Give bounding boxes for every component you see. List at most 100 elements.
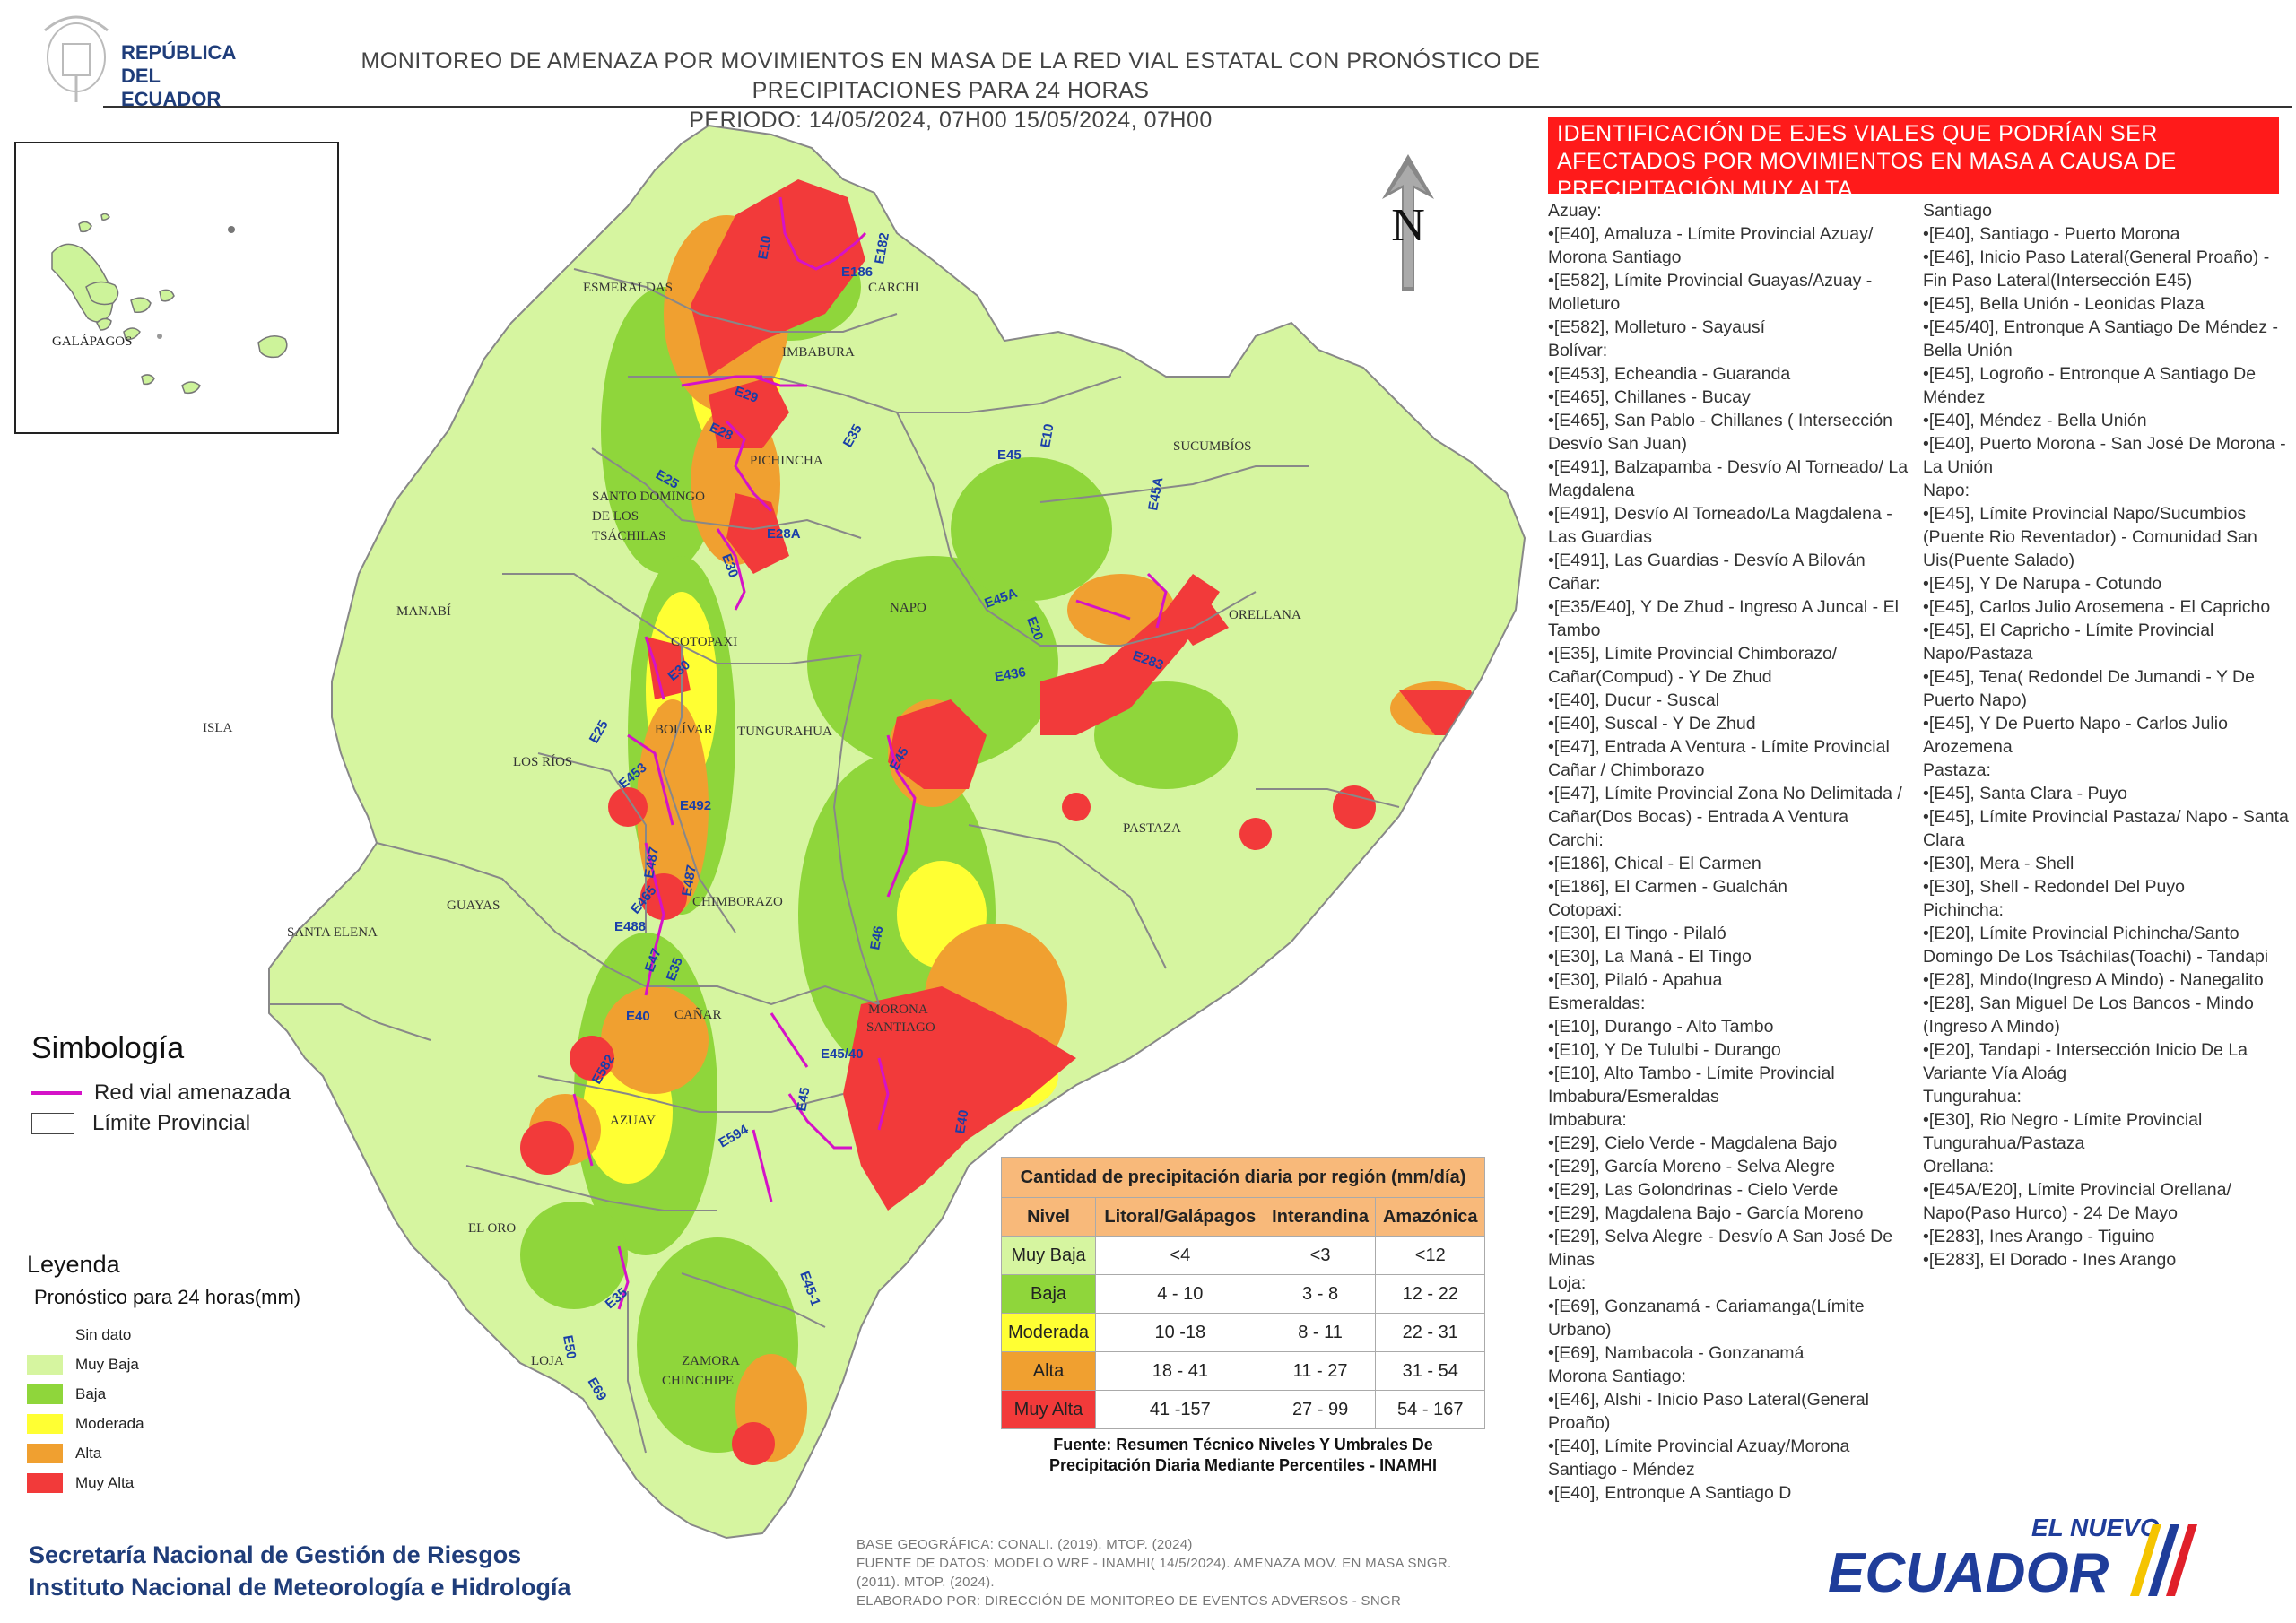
province-label: NAPO (890, 601, 926, 615)
road-list-item: •[E30], Pilaló - Apahua (1548, 970, 1723, 990)
road-list-item: •[E45], Santa Clara - Puyo (1923, 784, 2127, 803)
value-cell: 22 - 31 (1375, 1313, 1485, 1352)
provincial-boundaries (268, 124, 1526, 1540)
value-cell: 27 - 99 (1264, 1390, 1377, 1429)
north-label: N (1391, 200, 1425, 251)
galapagos-islands-map: GALÁPAGOS (51, 213, 288, 395)
province-label: LOS RÍOS (513, 754, 572, 769)
coat-of-arms-icon (44, 15, 109, 102)
road-list-item: •[E186], El Carmen - Gualchán (1548, 877, 1787, 897)
legend-swatch (27, 1443, 63, 1463)
road-list-item: •[E40], Amaluza - Límite Provincial Azua… (1548, 224, 1874, 267)
road-list-item: •[E29], Las Golondrinas - Cielo Verde (1548, 1180, 1839, 1200)
road-label: E436 (994, 664, 1027, 685)
province-label: SANTA ELENA (287, 925, 378, 940)
footer-org2: Instituto Nacional de Meteorología e Hid… (29, 1574, 571, 1601)
road-list-item: Bolívar: (1548, 341, 1608, 360)
symbology-road: Red vial amenazada (31, 1081, 291, 1106)
road-list-item: •[E29], García Moreno - Selva Alegre (1548, 1157, 1836, 1176)
boundary-swatch (31, 1113, 74, 1134)
province-label: CHIMBORAZO (692, 895, 783, 909)
road-label: E45 (997, 447, 1022, 463)
credit-line: (2011). MTOP. (2024). (857, 1575, 995, 1590)
road-label: E488 (614, 919, 646, 934)
road-list-item: •[E28], Mindo(Ingreso A Mindo) - Nanegal… (1923, 970, 2264, 990)
road-list-item: •[E283], El Dorado - Ines Arango (1923, 1250, 2177, 1270)
legend-swatch (27, 1354, 63, 1375)
threatened-roads (572, 196, 1168, 1310)
footer-org1: Secretaría Nacional de Gestión de Riesgo… (29, 1541, 522, 1568)
province-label: CHINCHIPE (662, 1374, 734, 1388)
table-header: Amazónica (1375, 1197, 1485, 1237)
road-list-col1: Azuay: •[E40], Amaluza - Límite Provincia… (1548, 199, 1916, 1505)
legend-title: Leyenda (27, 1251, 120, 1278)
precipitation-table: Cantidad de precipitación diaria por reg… (1000, 1157, 1485, 1429)
legend: Leyenda Pronóstico para 24 horas(mm) Sin… (27, 1251, 300, 1497)
province-label: PASTAZA (1123, 821, 1181, 836)
road-label: E50 (560, 1334, 578, 1360)
road-list-item: •[E45], Logroño - Entronque A Santiago D… (1923, 364, 2257, 407)
value-cell: 11 - 27 (1264, 1351, 1377, 1391)
value-cell: 31 - 54 (1375, 1351, 1485, 1391)
level-cell: Baja (1000, 1274, 1097, 1314)
table-row: Moderada 10 -18 8 - 11 22 - 31 (1000, 1313, 1485, 1352)
province-label: TUNGURAHUA (737, 725, 832, 739)
road-label: E10 (1038, 422, 1057, 448)
logo-top-text: EL NUEVO (2031, 1514, 2160, 1541)
road-list-item: •[E40], Límite Provincial Azuay/Morona S… (1548, 1436, 1850, 1480)
road-label: E182 (872, 231, 892, 265)
road-list-item: Esmeraldas: (1548, 994, 1646, 1013)
title-line2: PERIODO: 14/05/2024, 07H00 15/05/2024, 0… (689, 108, 1213, 133)
legend-label: Sin dato (75, 1325, 132, 1343)
level-cell: Muy Baja (1000, 1236, 1097, 1275)
table-row: Alta 18 - 41 11 - 27 31 - 54 (1000, 1351, 1485, 1391)
table-header: Interandina (1264, 1197, 1377, 1237)
road-line-swatch (31, 1091, 82, 1095)
road-list-item: Loja: (1548, 1273, 1587, 1293)
road-list-item: •[E465], Chillanes - Bucay (1548, 387, 1751, 407)
road-list-item: •[E491], Desvío Al Torneado/La Magdalena… (1548, 504, 1892, 547)
table-header: Litoral/Galápagos (1095, 1197, 1265, 1237)
road-list-item: •[E45], Límite Provincial Pastaza/ Napo … (1923, 807, 2289, 850)
road-list-item: •[E30], Rio Negro - Límite Provincial Tu… (1923, 1110, 2203, 1153)
value-cell: 8 - 11 (1264, 1313, 1377, 1352)
road-label: E28A (767, 526, 801, 542)
table-row: Muy Alta 41 -157 27 - 99 54 - 167 (1000, 1390, 1485, 1429)
road-list-item: •[E45], Tena( Redondel De Jumandi - Y De… (1923, 667, 2255, 710)
credit-line: BASE GEOGRÁFICA: CONALI. (2019). MTOP. (… (857, 1537, 1193, 1552)
legend-label: Alta (75, 1444, 102, 1462)
road-list-item: •[E46], Inicio Paso Lateral(General Proa… (1923, 247, 2270, 291)
table-source: Fuente: Resumen Técnico Niveles Y Umbral… (1001, 1435, 1485, 1476)
road-list-item: •[E283], Ines Arango - Tiguino (1923, 1227, 2155, 1246)
road-list-item: Morona Santiago: (1548, 1367, 1686, 1386)
road-list-item: •[E45], El Capricho - Límite Provincial … (1923, 621, 2214, 664)
province-label: ZAMORA (682, 1354, 740, 1368)
legend-item: Muy Alta (27, 1468, 300, 1497)
symbology-title: Simbología (31, 1031, 185, 1065)
legend-item: Moderada (27, 1409, 300, 1438)
boundary-label: Límite Provincial (92, 1111, 251, 1135)
road-list-item: •[E20], Límite Provincial Pichincha/Sant… (1923, 924, 2269, 967)
road-list-item: •[E45], Límite Provincial Napo/Sucumbios… (1923, 504, 2257, 570)
flag-stripe-icon (2148, 1524, 2179, 1596)
road-label: E40 (626, 1009, 650, 1024)
road-list-item: •[E10], Y De Tululbi - Durango (1548, 1040, 1781, 1060)
north-arrow: N (1377, 152, 1439, 296)
legend-swatch (27, 1324, 63, 1345)
province-label: IMBABURA (782, 345, 855, 360)
org-line2: DEL ECUADOR (121, 65, 222, 110)
legend-label: Muy Baja (75, 1355, 139, 1373)
value-cell: 41 -157 (1095, 1390, 1265, 1429)
province-label: ESMERALDAS (583, 281, 673, 295)
road-list-item: •[E29], Selva Alegre - Desvío A San José… (1548, 1227, 1893, 1270)
province-label: MANABÍ (396, 603, 451, 619)
footer-organizations: Secretaría Nacional de Gestión de Riesgo… (29, 1539, 571, 1603)
province-label: SANTIAGO (866, 1020, 935, 1035)
legend-item: Sin dato (27, 1320, 300, 1350)
road-list-item: •[E582], Límite Provincial Guayas/Azuay … (1548, 271, 1873, 314)
credit-line: FUENTE DE DATOS: MODELO WRF - INAMHI( 14… (857, 1556, 1452, 1571)
galapagos-inset: GALÁPAGOS (14, 142, 339, 434)
road-list-item: •[E45], Bella Unión - Leonidas Plaza (1923, 294, 2205, 314)
logo-main-text: ECUADOR (1828, 1542, 2109, 1604)
road-list-item: •[E29], Magdalena Bajo - García Moreno (1548, 1203, 1864, 1223)
